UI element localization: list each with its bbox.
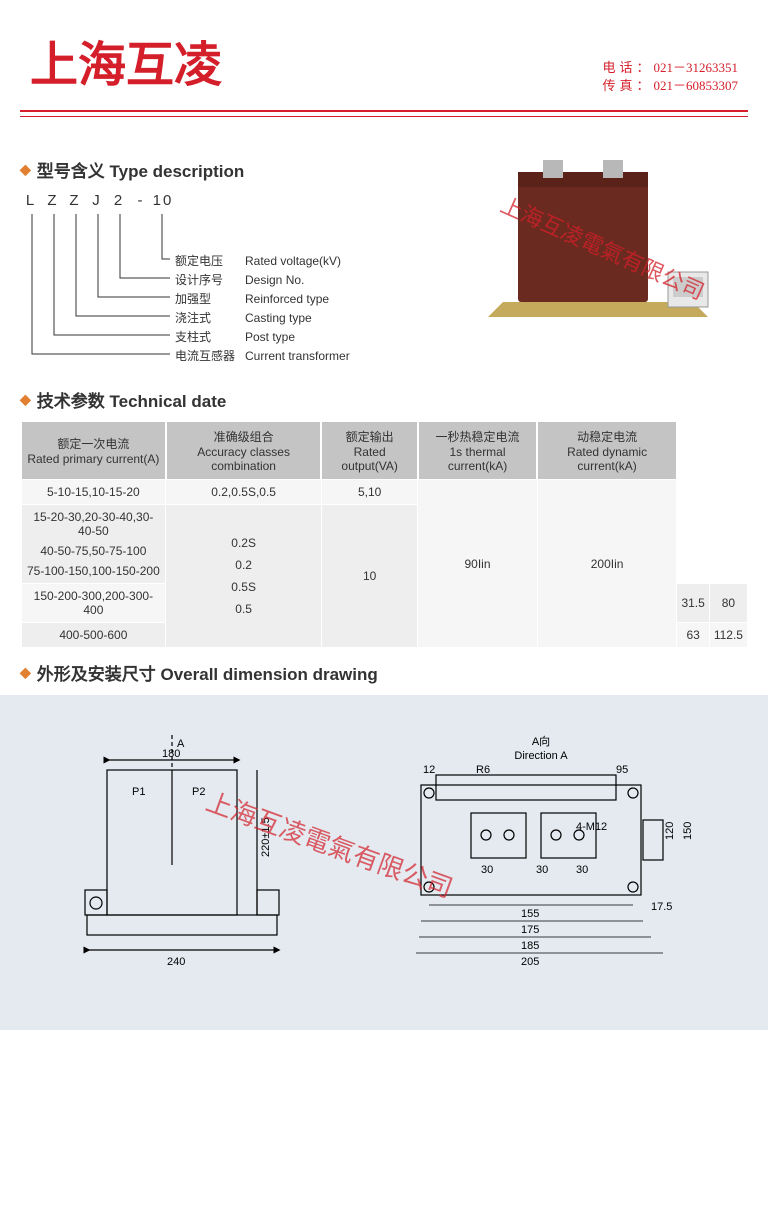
diamond-icon: ◆ xyxy=(20,664,31,681)
contact-block: 电话：021－31263351 传真：021－60853307 xyxy=(602,59,738,95)
type-label-cn: 浇注式 xyxy=(175,309,245,328)
svg-text:240: 240 xyxy=(167,956,185,968)
table-cell: 200Iin xyxy=(537,480,677,648)
type-label-cn: 支柱式 xyxy=(175,328,245,347)
type-description-title: ◆ 型号含义 Type description xyxy=(20,157,458,182)
type-label-en: Post type xyxy=(245,328,295,347)
diamond-icon: ◆ xyxy=(20,391,31,408)
table-cell: 63 xyxy=(677,623,709,648)
front-view-drawing: A 180 P1 P2 220±1.5 240 xyxy=(47,725,327,990)
table-header: 动稳定电流Rated dynamic current(kA) xyxy=(537,422,677,480)
svg-text:A向: A向 xyxy=(532,734,550,748)
svg-text:12: 12 xyxy=(423,764,435,776)
model-code: LZZJ2-10 xyxy=(20,192,174,209)
svg-text:180: 180 xyxy=(162,748,180,760)
svg-text:P2: P2 xyxy=(192,786,205,798)
table-cell: 80 xyxy=(709,584,747,623)
phone-label: 电话： xyxy=(602,59,653,77)
table-header: 额定一次电流Rated primary current(A) xyxy=(21,422,166,480)
table-cell: 150-200-300,200-300-400 xyxy=(21,584,166,623)
divider xyxy=(20,116,748,117)
type-label-cn: 额定电压 xyxy=(175,252,245,271)
table-cell: 400-500-600 xyxy=(21,623,166,648)
type-diagram: LZZJ2-10 额定电压Rated voltage(kV) 设计序号Desig… xyxy=(20,192,440,367)
svg-text:120: 120 xyxy=(664,822,676,840)
table-header: 额定输出Rated output(VA) xyxy=(321,422,417,480)
type-label-cn: 设计序号 xyxy=(175,271,245,290)
svg-text:150: 150 xyxy=(682,822,694,840)
technical-data-table: 额定一次电流Rated primary current(A) 准确级组合Accu… xyxy=(20,422,748,648)
type-label-en: Reinforced type xyxy=(245,290,329,309)
svg-text:P1: P1 xyxy=(132,786,145,798)
technical-data-title: ◆ 技术参数 Technical date xyxy=(20,387,748,412)
table-cell: 0.2,0.5S,0.5 xyxy=(166,480,322,505)
svg-text:155: 155 xyxy=(521,908,539,920)
type-label-en: Design No. xyxy=(245,271,304,290)
type-label-cn: 加强型 xyxy=(175,290,245,309)
divider xyxy=(20,110,748,112)
product-image: 上海互凌電氣有限公司 xyxy=(458,147,748,347)
top-view-drawing: A向 Direction A 12 R6 95 4-M12 30 30 30 1… xyxy=(381,725,721,990)
svg-text:175: 175 xyxy=(521,924,539,936)
fax-number: 021－60853307 xyxy=(653,77,738,95)
svg-text:185: 185 xyxy=(521,940,539,952)
table-cell: 0.2S 0.2 0.5S 0.5 xyxy=(166,505,322,648)
fax-label: 传真： xyxy=(602,77,653,95)
table-cell: 90Iin xyxy=(418,480,537,648)
type-label-cn: 电流互感器 xyxy=(175,347,245,366)
svg-text:30: 30 xyxy=(481,864,493,876)
type-label-en: Rated voltage(kV) xyxy=(245,252,341,271)
svg-text:220±1.5: 220±1.5 xyxy=(260,817,272,857)
type-label-en: Current transformer xyxy=(245,347,350,366)
company-logo: 上海互凌 xyxy=(30,25,222,95)
dimension-title: ◆ 外形及安装尺寸 Overall dimension drawing xyxy=(20,660,748,685)
svg-text:30: 30 xyxy=(536,864,548,876)
table-cell: 5,10 xyxy=(321,480,417,505)
svg-text:30: 30 xyxy=(576,864,588,876)
svg-text:4-M12: 4-M12 xyxy=(576,821,607,833)
table-cell: 5-10-15,10-15-20 xyxy=(21,480,166,505)
table-cell: 31.5 xyxy=(677,584,709,623)
table-cell: 15-20-30,20-30-40,30-40-50 40-50-75,50-7… xyxy=(21,505,166,584)
phone-number: 021－31263351 xyxy=(653,59,738,77)
svg-text:Direction A: Direction A xyxy=(514,750,568,762)
table-cell: 10 xyxy=(321,505,417,648)
diamond-icon: ◆ xyxy=(20,161,31,178)
svg-text:R6: R6 xyxy=(476,764,490,776)
table-header: 一秒热稳定电流1s thermal current(kA) xyxy=(418,422,537,480)
svg-text:95: 95 xyxy=(616,764,628,776)
dimension-drawing-area: A 180 P1 P2 220±1.5 240 xyxy=(0,695,768,1030)
table-header: 准确级组合Accuracy classes combination xyxy=(166,422,322,480)
type-label-en: Casting type xyxy=(245,309,312,328)
svg-text:17.5: 17.5 xyxy=(651,901,672,913)
table-cell: 112.5 xyxy=(709,623,747,648)
model-lines xyxy=(20,214,180,364)
svg-text:205: 205 xyxy=(521,956,539,968)
